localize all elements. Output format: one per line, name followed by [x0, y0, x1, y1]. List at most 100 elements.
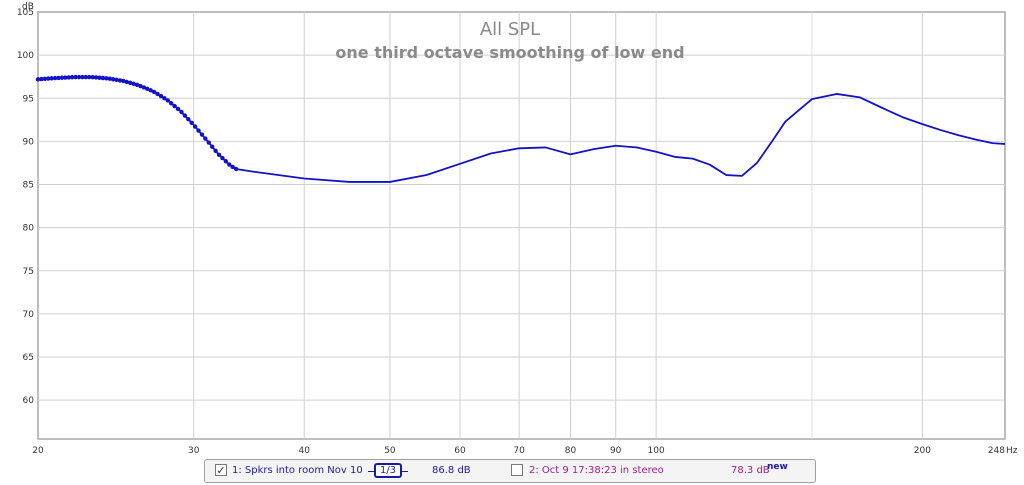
data-point: [162, 96, 167, 101]
series1-label[interactable]: 1: Spkrs into room Nov 10: [232, 465, 363, 476]
x-tick-label: 40: [298, 446, 310, 456]
y-axis-ticks: 105 100 95 90 85 80 75 70 65 60: [17, 8, 34, 406]
data-point: [131, 81, 136, 87]
chart-subtitle: one third octave smoothing of low end: [335, 43, 684, 62]
y-tick-label: 85: [23, 181, 34, 191]
x-tick-label: 90: [610, 446, 622, 456]
data-point: [213, 148, 218, 153]
y-tick-label: 100: [17, 51, 34, 61]
data-point: [165, 98, 170, 103]
series1-value: 86.8 dB: [432, 465, 471, 476]
data-point: [42, 76, 48, 82]
y-axis-label: dB: [22, 2, 34, 12]
x-tick-label: 80: [565, 446, 577, 456]
x-tick-label: 60: [454, 446, 466, 456]
data-point: [97, 75, 102, 80]
y-tick-label: 65: [23, 353, 34, 363]
series2-value: 78.3 dB: [731, 465, 770, 476]
data-point: [63, 75, 68, 80]
smoothing-button[interactable]: 1/3: [374, 463, 402, 478]
y-tick-label: 95: [23, 94, 34, 104]
smoothing-dash-right: [402, 471, 408, 472]
data-point: [83, 74, 89, 80]
data-point: [196, 128, 201, 133]
new-badge[interactable]: new: [767, 462, 788, 472]
data-point: [233, 166, 239, 172]
chart-title: All SPL: [480, 19, 540, 40]
data-point: [172, 103, 177, 109]
data-point: [90, 75, 95, 80]
data-point: [141, 85, 147, 90]
data-point: [121, 78, 126, 84]
y-tick-label: 70: [23, 310, 35, 320]
data-point: [210, 144, 215, 149]
series2-label[interactable]: 2: Oct 9 17:38:23 in stereo: [529, 465, 664, 476]
data-point: [46, 76, 51, 81]
y-tick-label: 90: [23, 137, 35, 147]
plot-area[interactable]: [37, 11, 1006, 440]
data-point: [117, 78, 123, 83]
smoothing-dash-left: [368, 471, 374, 472]
data-point: [223, 159, 229, 164]
data-point: [52, 75, 58, 81]
data-point: [182, 113, 188, 118]
data-point: [69, 75, 75, 80]
data-point: [59, 75, 65, 80]
x-tick-label: 100: [648, 446, 665, 456]
data-point: [158, 93, 164, 99]
data-point: [76, 74, 82, 80]
data-point: [80, 74, 85, 80]
x-tick-label: 70: [513, 446, 525, 456]
data-point: [216, 152, 222, 158]
data-point: [189, 120, 194, 126]
data-point: [169, 101, 174, 106]
data-point: [110, 77, 116, 82]
data-point: [39, 76, 44, 82]
data-point: [124, 79, 130, 85]
y-tick-label: 75: [23, 267, 34, 277]
x-tick-label: 50: [384, 446, 396, 456]
x-axis-ticks: 20 30 40 50 60 70 80 90 100 200 248: [32, 446, 1005, 456]
series1-checkbox[interactable]: ✓: [215, 464, 227, 477]
series-group: [35, 74, 1006, 183]
series2-checkbox[interactable]: [511, 464, 523, 476]
data-point: [66, 75, 71, 80]
data-point: [206, 140, 211, 145]
data-point: [138, 83, 143, 89]
data-point: [128, 80, 133, 86]
x-tick-label: 20: [32, 446, 44, 456]
data-point: [199, 132, 205, 137]
data-point: [56, 75, 61, 81]
y-tick-label: 60: [23, 396, 35, 406]
data-point: [230, 164, 235, 170]
data-point: [203, 136, 208, 141]
y-tick-label: 80: [23, 224, 35, 234]
data-point: [220, 155, 225, 161]
data-point: [148, 88, 153, 93]
data-point: [114, 77, 119, 83]
y-tick-label: 105: [17, 8, 34, 18]
data-point: [145, 86, 150, 92]
x-tick-label: 200: [914, 446, 931, 456]
data-point: [227, 162, 232, 167]
legend-bar: ✓ 1: Spkrs into room Nov 10 1/3 86.8 dB …: [204, 459, 816, 483]
x-tick-label: 248: [988, 446, 1005, 456]
data-point: [175, 106, 181, 112]
data-point: [35, 77, 41, 82]
data-point: [134, 82, 140, 88]
data-point: [49, 76, 54, 81]
data-point: [87, 74, 92, 80]
data-point: [73, 74, 78, 80]
grid-lines: [38, 12, 1005, 439]
data-point: [155, 91, 160, 97]
data-point: [151, 89, 157, 95]
data-point: [107, 76, 112, 81]
data-point: [186, 116, 191, 122]
x-axis-unit: Hz: [1006, 446, 1018, 456]
data-point: [179, 109, 184, 115]
data-point: [100, 75, 106, 81]
x-tick-label: 30: [188, 446, 200, 456]
data-point: [93, 75, 99, 80]
data-point: [192, 124, 198, 129]
